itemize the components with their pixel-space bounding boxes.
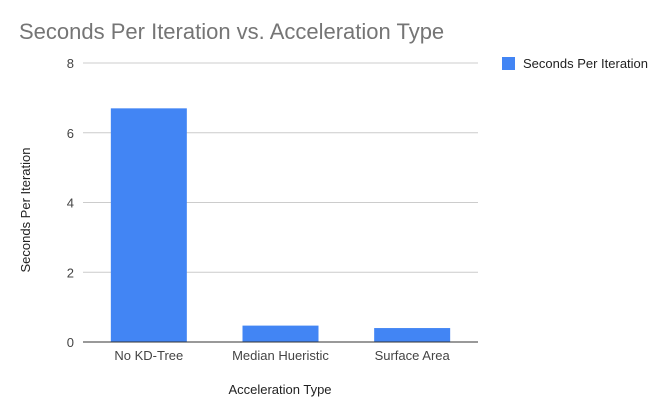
x-tick-label: Median Hueristic bbox=[232, 348, 329, 363]
legend-swatch bbox=[502, 57, 515, 70]
bar bbox=[374, 328, 451, 342]
y-tick-label: 2 bbox=[67, 265, 74, 280]
chart-title: Seconds Per Iteration vs. Acceleration T… bbox=[19, 19, 444, 44]
legend: Seconds Per Iteration bbox=[502, 56, 648, 71]
y-tick-label: 4 bbox=[67, 196, 74, 211]
y-axis-title: Seconds Per Iteration bbox=[18, 147, 33, 272]
bars bbox=[110, 108, 451, 343]
x-axis-title: Acceleration Type bbox=[228, 382, 331, 397]
y-tick-label: 0 bbox=[67, 335, 74, 350]
bar bbox=[110, 108, 187, 343]
x-tick-label: No KD-Tree bbox=[114, 348, 183, 363]
bar bbox=[242, 325, 319, 342]
y-tick-labels: 0 2 4 6 8 bbox=[67, 56, 74, 350]
x-tick-label: Surface Area bbox=[375, 348, 451, 363]
x-tick-labels: No KD-Tree Median Hueristic Surface Area bbox=[114, 348, 450, 363]
y-tick-label: 6 bbox=[67, 126, 74, 141]
y-tick-label: 8 bbox=[67, 56, 74, 71]
legend-label: Seconds Per Iteration bbox=[523, 56, 648, 71]
